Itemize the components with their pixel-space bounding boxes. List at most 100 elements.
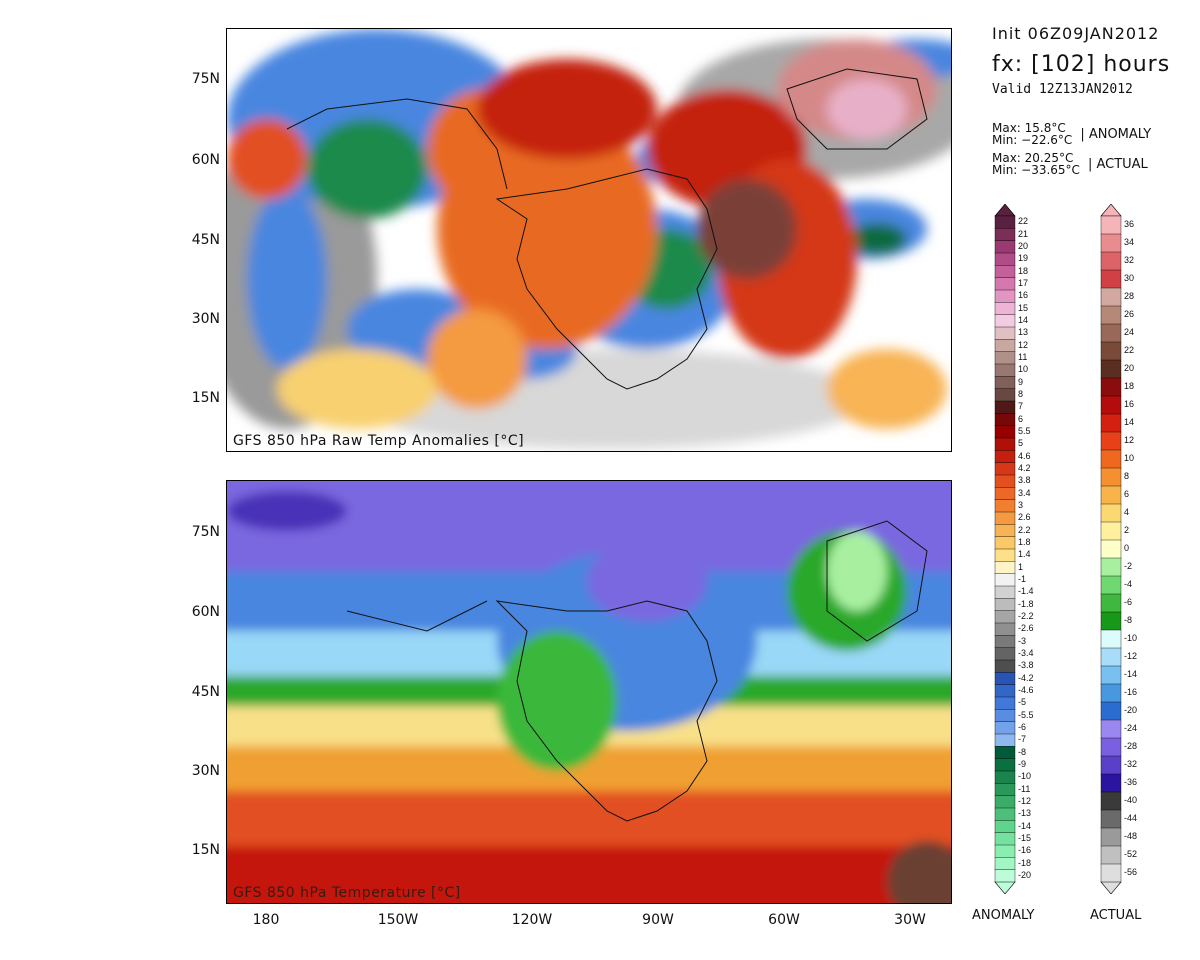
actual-colorbar-swatch <box>1100 287 1122 307</box>
actual-colorbar-swatch <box>1100 737 1122 757</box>
actual-colorbar-swatch <box>1100 557 1122 577</box>
anomaly-colorbar-tick-label: 21 <box>1018 228 1029 239</box>
anomaly-colorbar-tick-label: 7 <box>1018 401 1024 412</box>
actual-colorbar-swatch <box>1100 395 1122 415</box>
anomaly-colorbar-swatch <box>994 869 1016 883</box>
anomaly-colorbar-swatch <box>994 400 1016 414</box>
actual-colorbar-swatch <box>1100 701 1122 721</box>
anomaly-colorbar-swatch <box>994 376 1016 390</box>
lat-label-75n-top: 75N <box>191 71 220 87</box>
anomaly-colorbar-tick-label: -11 <box>1018 783 1031 794</box>
actual-colorbar-tick-label: 30 <box>1124 273 1135 283</box>
anomaly-colorbar-swatch <box>994 363 1016 377</box>
anomaly-colorbar-swatch <box>994 610 1016 624</box>
anomaly-colorbar-swatch <box>994 647 1016 661</box>
anomaly-field <box>227 29 951 451</box>
anomaly-colorbar-tick-label: -6 <box>1018 721 1027 732</box>
anomaly-colorbar-tick-label: 18 <box>1018 265 1029 276</box>
lat-label-30n-top: 30N <box>191 311 220 327</box>
actual-colorbar-tick-label: 24 <box>1124 327 1135 337</box>
anomaly-colorbar-swatch <box>994 487 1016 501</box>
anomaly-colorbar-footer: ANOMALY <box>972 908 1035 923</box>
anomaly-colorbar-tick-label: 1.8 <box>1018 536 1031 547</box>
anomaly-colorbar-swatch <box>994 684 1016 698</box>
actual-colorbar-tick-label: -10 <box>1124 633 1138 643</box>
anomaly-colorbar-tick-label: 13 <box>1018 327 1029 338</box>
actual-colorbar-swatch <box>1100 827 1122 847</box>
anomaly-colorbar-swatch <box>994 462 1016 476</box>
actual-colorbar-tick-label: 0 <box>1124 543 1130 553</box>
anomaly-colorbar-swatch <box>994 277 1016 291</box>
anomaly-tag: | ANOMALY <box>1080 126 1152 142</box>
anomaly-colorbar: 22 21 20 19 18 17 16 15 14 13 12 11 10 9 8 7 6 5.5 5 4.6 4.2… <box>994 204 1054 894</box>
actual-colorbar-tick-label: -28 <box>1124 741 1138 751</box>
actual-colorbar-tick-label: 2 <box>1124 525 1130 535</box>
anomaly-colorbar-tick-label: 4.6 <box>1018 450 1031 461</box>
actual-colorbar-swatch <box>1100 233 1122 253</box>
actual-colorbar-tick-label: -48 <box>1124 831 1138 841</box>
anomaly-colorbar-tick-label: 5 <box>1018 438 1024 449</box>
anomaly-colorbar-tick-label: 8 <box>1018 388 1024 399</box>
anomaly-colorbar-swatch <box>994 437 1016 451</box>
anomaly-colorbar-swatch <box>994 696 1016 710</box>
anomaly-colorbar-swatch <box>994 807 1016 821</box>
actual-colorbar-swatch <box>1100 323 1122 343</box>
anomaly-colorbar-tick-label: -1.4 <box>1018 586 1034 597</box>
actual-colorbar-tick-label: -6 <box>1124 597 1133 607</box>
anomaly-colorbar-swatch <box>994 314 1016 328</box>
anomaly-colorbar-swatch <box>994 265 1016 279</box>
anomaly-colorbar-tick-label: 6 <box>1018 413 1024 424</box>
actual-colorbar-tick-label: 6 <box>1124 489 1130 499</box>
actual-colorbar-tick-label: 8 <box>1124 471 1130 481</box>
anomaly-colorbar-swatch <box>994 228 1016 242</box>
anomaly-colorbar-tick-label: 3 <box>1018 499 1024 510</box>
actual-colorbar-swatch <box>1100 341 1122 361</box>
actual-min: Min: −33.65°C <box>992 163 1080 177</box>
actual-colorbar-tick-label: 10 <box>1124 453 1135 463</box>
anomaly-colorbar-tick-label: -2.6 <box>1018 623 1034 634</box>
anomaly-colorbar-tick-label: 5.5 <box>1018 425 1031 436</box>
actual-colorbar-tick-label: 36 <box>1124 219 1135 229</box>
lat-label-15n-bottom: 15N <box>191 842 220 858</box>
anomaly-colorbar-swatch <box>994 289 1016 303</box>
actual-colorbar-swatch <box>1100 467 1122 487</box>
actual-colorbar-swatch <box>1100 593 1122 613</box>
anomaly-colorbar-swatch <box>994 240 1016 254</box>
anomaly-colorbar-tick-label: 2.6 <box>1018 512 1031 523</box>
anomaly-colorbar-swatch <box>994 783 1016 797</box>
anomaly-colorbar-swatch <box>994 548 1016 562</box>
actual-colorbar-tick-label: -36 <box>1124 777 1138 787</box>
anomaly-colorbar-swatch <box>994 622 1016 636</box>
anomaly-colorbar-tick-label: -14 <box>1018 820 1032 831</box>
anomaly-colorbar-swatch <box>994 721 1016 735</box>
anomaly-colorbar-tick-label: 3.8 <box>1018 475 1031 486</box>
anomaly-colorbar-tick-label: -8 <box>1018 746 1027 757</box>
anomaly-colorbar-tick-label: 22 <box>1018 216 1029 227</box>
anomaly-colorbar-tick-label: -1.8 <box>1018 598 1034 609</box>
lat-label-45n-top: 45N <box>191 232 220 248</box>
anomaly-colorbar-swatch <box>994 659 1016 673</box>
actual-colorbar-tick-label: -52 <box>1124 849 1138 859</box>
anomaly-colorbar-swatch <box>994 672 1016 686</box>
anomaly-colorbar-swatch <box>994 598 1016 612</box>
actual-colorbar-tick-label: 4 <box>1124 507 1130 517</box>
anomaly-colorbar-swatches <box>994 204 1016 894</box>
anomaly-colorbar-swatch <box>994 511 1016 525</box>
actual-colorbar-swatch <box>1100 377 1122 397</box>
anomaly-colorbar-tick-label: -5 <box>1018 697 1027 708</box>
temperature-map: GFS 850 hPa Temperature [°C] <box>226 480 952 904</box>
actual-colorbar-tick-label: 28 <box>1124 291 1135 301</box>
actual-colorbar-swatch <box>1100 845 1122 865</box>
anomaly-colorbar-tick-label: -4.2 <box>1018 672 1034 683</box>
actual-colorbar-swatch <box>1100 449 1122 469</box>
anomaly-map: GFS 850 hPa Raw Temp Anomalies [°C] <box>226 28 952 452</box>
anomaly-colorbar-swatch <box>994 635 1016 649</box>
anomaly-colorbar-tick-label: 11 <box>1018 351 1028 362</box>
actual-colorbar-tick-label: -16 <box>1124 687 1138 697</box>
anomaly-colorbar-tick-label: -5.5 <box>1018 709 1034 720</box>
lat-label-30n-bottom: 30N <box>191 763 220 779</box>
anomaly-colorbar-swatch <box>994 499 1016 513</box>
anomaly-colorbar-swatch <box>994 536 1016 550</box>
actual-colorbar-swatches <box>1100 204 1122 894</box>
lon-label-150w: 150W <box>377 912 419 928</box>
